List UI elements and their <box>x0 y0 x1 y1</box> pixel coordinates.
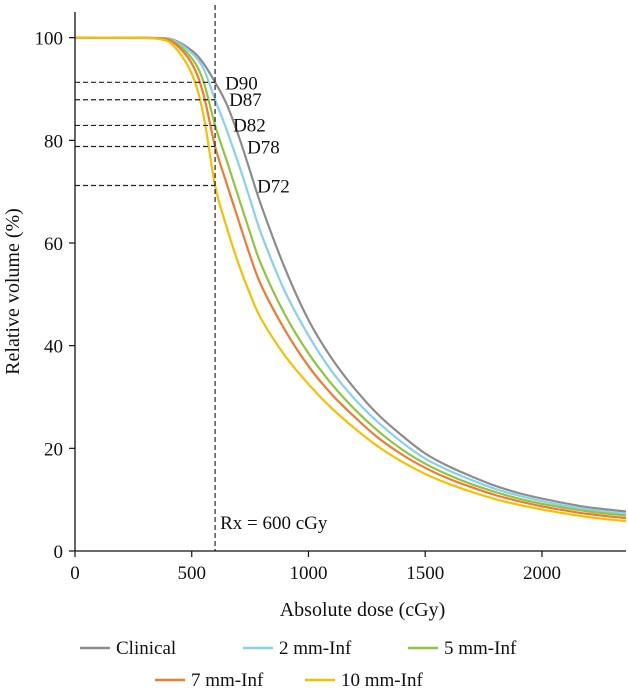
x-tick-label: 2000 <box>523 563 561 584</box>
legend-label: 7 mm-Inf <box>191 670 264 691</box>
y-tick-label: 20 <box>44 439 63 460</box>
series-line-2 <box>74 36 627 516</box>
y-tick-label: 40 <box>44 337 63 358</box>
series-line-5 <box>74 36 627 523</box>
series-line-3 <box>74 36 627 517</box>
x-tick-label: 1000 <box>289 563 327 584</box>
dose-marker-label: D90 <box>225 73 258 94</box>
y-tick-label: 60 <box>44 234 63 255</box>
series-line-1 <box>74 36 627 513</box>
dose-marker-label: D87 <box>229 90 262 111</box>
legend-label: 10 mm-Inf <box>341 670 423 691</box>
x-tick-label: 1500 <box>406 563 444 584</box>
y-tick-label: 80 <box>44 131 63 152</box>
dose-marker-label: D82 <box>233 115 266 136</box>
x-tick-label: 500 <box>177 563 206 584</box>
y-axis-label: Relative volume (%) <box>2 208 24 375</box>
legend: Clinical 2 mm-Inf 5 mm-Inf 7 mm-Inf 10 mm-In… <box>80 638 517 691</box>
legend-label: Clinical <box>116 638 176 659</box>
x-tick-label: 0 <box>70 563 80 584</box>
y-tick-label: 0 <box>54 542 64 563</box>
series-line-4 <box>74 36 627 520</box>
dose-marker-label: D78 <box>247 137 280 158</box>
x-axis-label: Absolute dose (cGy) <box>280 599 446 621</box>
legend-label: 5 mm-Inf <box>444 638 517 659</box>
legend-label: 2 mm-Inf <box>279 638 352 659</box>
rx-label: Rx = 600 cGy <box>220 513 328 534</box>
dose-marker-label: D72 <box>257 177 290 198</box>
y-tick-label: 100 <box>35 29 64 50</box>
